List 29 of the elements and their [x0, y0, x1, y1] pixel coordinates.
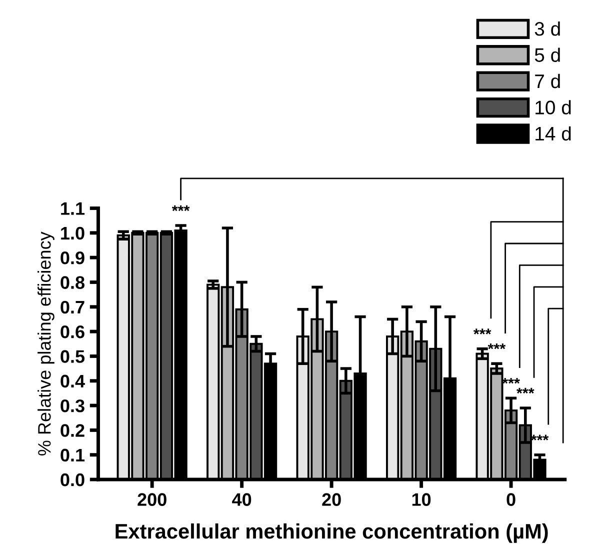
y-tick-label: 0.9: [60, 251, 84, 264]
y-tick-label: 0.5: [60, 350, 85, 363]
legend-label: 3 d: [534, 22, 560, 36]
annotation: ***: [473, 328, 492, 334]
y-tick-label: 0.3: [60, 399, 84, 412]
x-tick-label: 0: [506, 493, 516, 506]
y-tick-label: 0.8: [60, 276, 84, 289]
y-tick-label: 0.0: [60, 473, 84, 486]
y-tick-label: 0.2: [60, 424, 84, 437]
y-tick-label: 0.1: [60, 448, 85, 462]
x-tick-label: 40: [232, 493, 252, 506]
x-axis-title: Extracellular methionine concentration (µM): [116, 523, 548, 543]
y-tick-label: 0.7: [60, 300, 84, 314]
legend-label: 14 d: [536, 126, 571, 141]
y-tick-label: 1.1: [61, 202, 85, 215]
legend-label: 10 d: [536, 100, 571, 114]
annotation: ***: [502, 378, 520, 384]
y-tick-label: 0.6: [60, 325, 84, 338]
x-tick-label: 200: [138, 493, 166, 506]
annotation: ***: [488, 343, 506, 350]
y-tick-label: 1.0: [61, 226, 84, 240]
legend-label: 5 d: [534, 48, 560, 62]
y-tick-label: 0.4: [60, 374, 85, 388]
annotation: ***: [516, 388, 534, 394]
legend-label: 7 d: [535, 74, 560, 88]
x-tick-label: 20: [322, 493, 341, 506]
y-axis-title: % Relative plating efficiency: [38, 232, 54, 456]
x-tick-label: 10: [412, 493, 431, 506]
annotation: ***: [172, 205, 190, 212]
